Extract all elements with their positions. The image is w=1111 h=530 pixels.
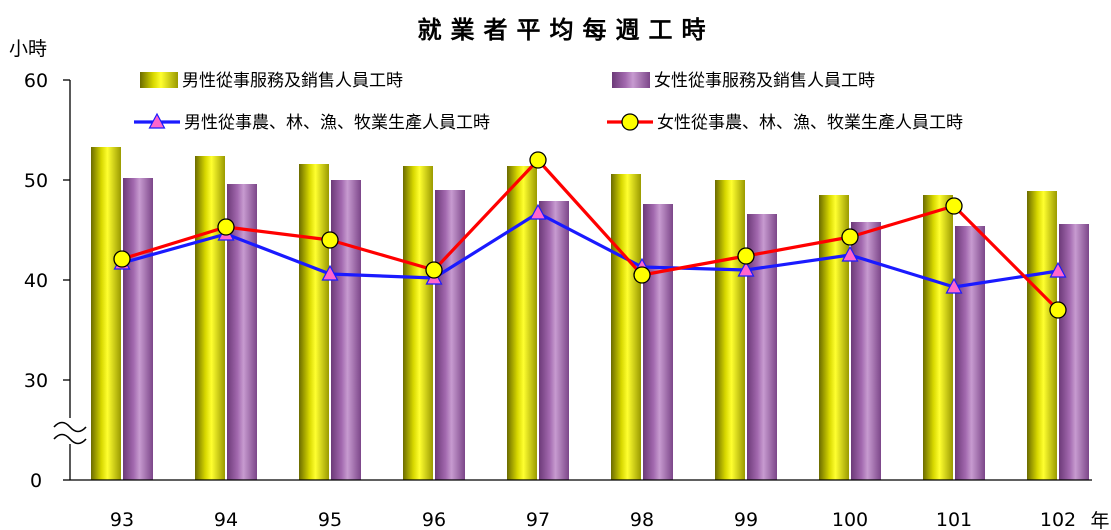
legend-label: 女性從事服務及銷售人員工時 (654, 71, 875, 91)
legend-item-1: 男性從事服務及銷售人員工時 (140, 71, 403, 91)
legend: 男性從事服務及銷售人員工時 女性從事服務及銷售人員工時男性從事農、林、漁、牧業生產… (134, 71, 963, 133)
bar-male-service-97 (507, 166, 537, 480)
point-female-agriculture-99 (737, 247, 755, 265)
x-axis-unit: 年 (1090, 510, 1109, 530)
x-tick-label-97: 97 (526, 509, 550, 530)
point-male-agriculture-101 (945, 277, 963, 294)
bars-layer (91, 147, 1089, 480)
legend-swatch (612, 72, 650, 88)
x-tick-label-94: 94 (214, 509, 238, 530)
bar-male-service-101 (923, 195, 953, 480)
line-male-agriculture (121, 211, 1059, 289)
legend-label: 男性從事服務及銷售人員工時 (182, 71, 403, 91)
point-female-agriculture-101 (945, 197, 963, 215)
x-tick-label-96: 96 (422, 509, 446, 530)
legend-label: 男性從事農、林、漁、牧業生產人員工時 (184, 113, 490, 133)
x-tick-label-98: 98 (630, 509, 654, 530)
bar-female-service-100 (851, 222, 881, 480)
point-female-agriculture-97 (529, 151, 547, 169)
axis-break-icon (53, 418, 87, 445)
chart-title: 就業者平均每週工時 (418, 16, 715, 44)
x-tick-label-95: 95 (318, 509, 342, 530)
point-female-agriculture-98 (633, 266, 651, 284)
line-female-agriculture (121, 158, 1060, 312)
x-tick-label-102: 102 (1040, 509, 1076, 530)
point-male-agriculture-102 (1049, 261, 1067, 278)
point-female-agriculture-94 (217, 218, 235, 236)
point-male-agriculture-99 (737, 260, 755, 277)
x-tick-label-101: 101 (936, 509, 972, 530)
bar-male-service-102 (1027, 191, 1057, 480)
legend-item-4: 女性從事農、林、漁、牧業生產人員工時 (607, 113, 963, 133)
bar-male-service-93 (91, 147, 121, 480)
ticks-layer: 60 50 40 30 0 93 94 95 96 97 98 99 100 101 102 (24, 70, 1076, 530)
bar-female-service-101 (955, 226, 985, 480)
bar-male-service-96 (403, 166, 433, 480)
lines-layer (113, 151, 1067, 319)
y-tick-label: 40 (24, 270, 48, 292)
x-tick-label-99: 99 (734, 509, 758, 530)
y-tick-label: 30 (24, 370, 48, 392)
bar-female-service-96 (435, 190, 465, 480)
bar-female-service-95 (331, 180, 361, 480)
bar-male-service-94 (195, 156, 225, 480)
point-female-agriculture-96 (425, 261, 443, 279)
bar-female-service-98 (643, 204, 673, 480)
bar-female-service-97 (539, 201, 569, 480)
bar-male-service-98 (611, 174, 641, 480)
point-male-agriculture-97 (529, 203, 547, 220)
axes-layer (53, 79, 1092, 481)
x-tick-label-93: 93 (110, 509, 134, 530)
y-tick-label: 60 (24, 70, 48, 92)
legend-marker-triangle-icon (148, 112, 166, 129)
bar-male-service-95 (299, 164, 329, 480)
point-female-agriculture-102 (1049, 301, 1067, 319)
bar-female-service-94 (227, 184, 257, 480)
y-axis-unit: 小時 (9, 38, 47, 60)
legend-item-3: 男性從事農、林、漁、牧業生產人員工時 (134, 112, 490, 133)
legend-marker-circle-icon (621, 113, 639, 131)
y-tick-label: 0 (30, 470, 42, 492)
bar-female-service-102 (1059, 224, 1089, 480)
point-male-agriculture-95 (321, 264, 339, 281)
y-tick-label: 50 (24, 170, 48, 192)
x-tick-label-100: 100 (832, 509, 868, 530)
legend-swatch (140, 72, 178, 88)
bar-male-service-99 (715, 180, 745, 480)
point-female-agriculture-95 (321, 231, 339, 249)
point-female-agriculture-100 (841, 228, 859, 246)
point-male-agriculture-100 (841, 245, 859, 262)
legend-label: 女性從事農、林、漁、牧業生產人員工時 (657, 113, 963, 133)
legend-item-2: 女性從事服務及銷售人員工時 (612, 71, 875, 91)
point-female-agriculture-93 (113, 250, 131, 268)
bar-female-service-93 (123, 178, 153, 480)
